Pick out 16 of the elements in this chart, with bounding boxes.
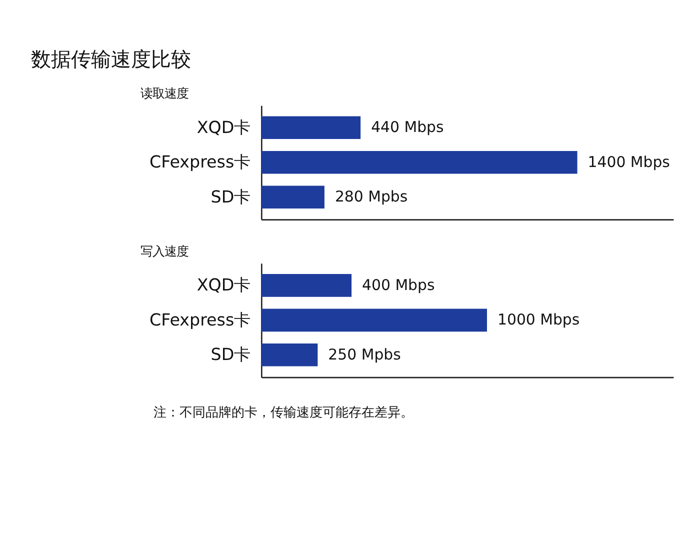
data-label: 1000 Mbps <box>498 310 580 329</box>
data-label: 250 Mpbs <box>328 345 402 364</box>
y-tick-label: SD卡 <box>210 187 252 206</box>
data-label: 280 Mpbs <box>334 188 408 206</box>
data-label: 1400 Mbps <box>588 152 670 171</box>
y-tick-label: CFexpress卡 <box>149 310 252 330</box>
y-tick-label: XQD卡 <box>196 118 252 137</box>
chart-subtitle: 读取速度 <box>140 86 189 101</box>
chart-subtitle: 写入速度 <box>140 244 189 258</box>
chart-title: 数据传输速度比较 <box>30 46 191 71</box>
text: 注：不同品牌的卡，传输速度可能存在差异。 <box>153 404 414 421</box>
data-label: 440 Mbps <box>371 118 444 136</box>
y-tick-label: CFexpress卡 <box>149 152 252 172</box>
y-tick-label: SD卡 <box>210 345 252 364</box>
data-label: 400 Mbps <box>362 276 435 294</box>
y-tick-label: XQD卡 <box>196 276 252 295</box>
